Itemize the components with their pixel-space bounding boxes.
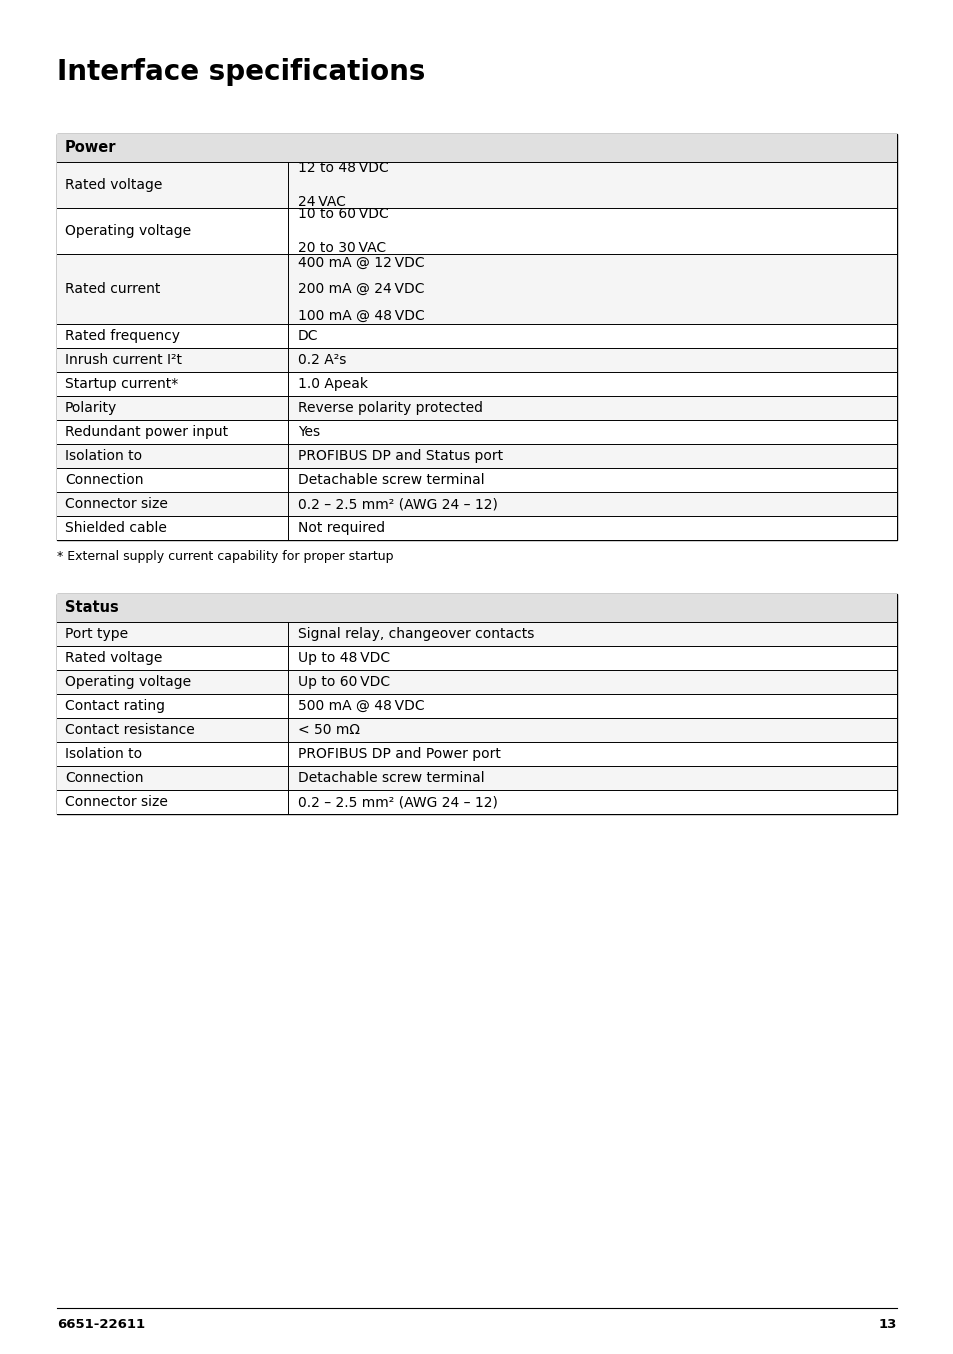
Text: Rated frequency: Rated frequency (65, 329, 180, 343)
Text: Reverse polarity protected: Reverse polarity protected (297, 401, 482, 414)
Bar (57, 492, 896, 516)
Text: 0.2 – 2.5 mm² (AWG 24 – 12): 0.2 – 2.5 mm² (AWG 24 – 12) (297, 795, 497, 808)
Text: 10 to 60 VDC: 10 to 60 VDC (297, 207, 388, 221)
Text: Contact resistance: Contact resistance (65, 723, 194, 737)
Bar (57, 255, 896, 324)
Bar (57, 468, 896, 492)
Text: DC: DC (297, 329, 318, 343)
Text: Rated voltage: Rated voltage (65, 651, 162, 665)
Text: Operating voltage: Operating voltage (65, 676, 191, 689)
Bar (57, 372, 896, 395)
Text: Connector size: Connector size (65, 795, 168, 808)
Text: Isolation to: Isolation to (65, 450, 142, 463)
Bar (57, 670, 896, 695)
Text: Connection: Connection (65, 770, 143, 785)
Bar (57, 594, 896, 814)
Text: PROFIBUS DP and Status port: PROFIBUS DP and Status port (297, 450, 502, 463)
Bar (57, 324, 896, 348)
Text: 0.2 – 2.5 mm² (AWG 24 – 12): 0.2 – 2.5 mm² (AWG 24 – 12) (297, 497, 497, 510)
Bar (57, 718, 896, 742)
Text: 200 mA @ 24 VDC: 200 mA @ 24 VDC (297, 282, 424, 297)
Text: Rated current: Rated current (65, 282, 160, 297)
Bar (57, 646, 896, 670)
Text: 500 mA @ 48 VDC: 500 mA @ 48 VDC (297, 699, 424, 714)
Bar (57, 516, 896, 540)
Bar (57, 162, 896, 209)
Text: Power: Power (65, 141, 116, 156)
Text: * External supply current capability for proper startup: * External supply current capability for… (57, 550, 393, 563)
Text: Rated voltage: Rated voltage (65, 177, 162, 192)
Text: Signal relay, changeover contacts: Signal relay, changeover contacts (297, 627, 534, 640)
Text: Interface specifications: Interface specifications (57, 58, 425, 87)
Text: Inrush current I²t: Inrush current I²t (65, 353, 182, 367)
Text: 400 mA @ 12 VDC: 400 mA @ 12 VDC (297, 256, 424, 269)
Text: 1.0 Apeak: 1.0 Apeak (297, 376, 368, 391)
Text: 12 to 48 VDC: 12 to 48 VDC (297, 161, 388, 175)
Text: Startup current*: Startup current* (65, 376, 178, 391)
Text: Connector size: Connector size (65, 497, 168, 510)
Bar (57, 742, 896, 766)
Text: Yes: Yes (297, 425, 320, 439)
Text: Status: Status (65, 601, 118, 616)
Bar (57, 209, 896, 255)
Text: Detachable screw terminal: Detachable screw terminal (297, 770, 484, 785)
Bar (57, 621, 896, 646)
Text: Up to 60 VDC: Up to 60 VDC (297, 676, 390, 689)
Text: PROFIBUS DP and Power port: PROFIBUS DP and Power port (297, 747, 500, 761)
Bar (57, 695, 896, 718)
Bar (57, 134, 896, 540)
Text: Port type: Port type (65, 627, 128, 640)
Text: Not required: Not required (297, 521, 385, 535)
Bar (57, 766, 896, 789)
Text: < 50 mΩ: < 50 mΩ (297, 723, 359, 737)
Bar (57, 444, 896, 468)
Text: 13: 13 (878, 1317, 896, 1331)
Text: Operating voltage: Operating voltage (65, 223, 191, 238)
Bar (57, 395, 896, 420)
Text: Polarity: Polarity (65, 401, 117, 414)
Bar (57, 348, 896, 372)
Text: 0.2 A²s: 0.2 A²s (297, 353, 346, 367)
Bar (57, 594, 896, 621)
Text: Shielded cable: Shielded cable (65, 521, 167, 535)
Text: Contact rating: Contact rating (65, 699, 165, 714)
Text: 6651-22611: 6651-22611 (57, 1317, 145, 1331)
Text: Redundant power input: Redundant power input (65, 425, 228, 439)
Text: 100 mA @ 48 VDC: 100 mA @ 48 VDC (297, 309, 424, 322)
Text: 20 to 30 VAC: 20 to 30 VAC (297, 241, 386, 256)
Text: Detachable screw terminal: Detachable screw terminal (297, 473, 484, 487)
Text: Up to 48 VDC: Up to 48 VDC (297, 651, 390, 665)
Bar (57, 789, 896, 814)
Text: Connection: Connection (65, 473, 143, 487)
Bar (57, 134, 896, 162)
Bar (57, 420, 896, 444)
Text: Isolation to: Isolation to (65, 747, 142, 761)
Text: 24 VAC: 24 VAC (297, 195, 346, 210)
